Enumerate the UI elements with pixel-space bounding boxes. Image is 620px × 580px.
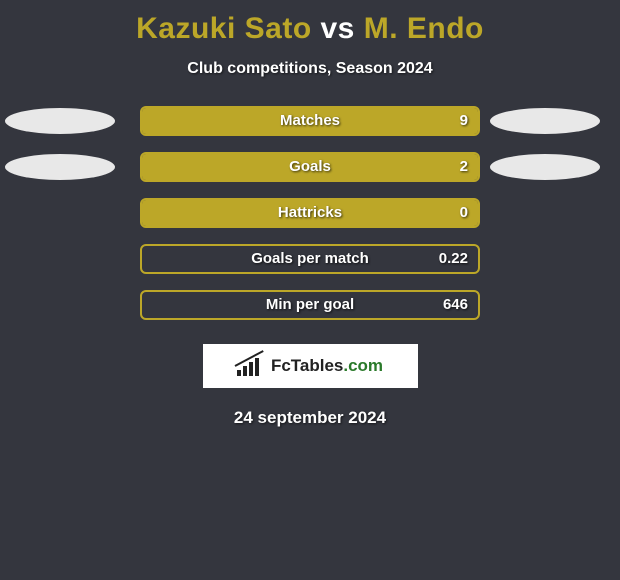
vs-separator: vs	[321, 12, 355, 45]
stat-row: Hattricks0	[0, 198, 620, 228]
logo-brand: FcTables	[271, 356, 343, 375]
stat-row: Min per goal646	[0, 290, 620, 320]
stat-bar-track	[140, 244, 480, 274]
player2-name: M. Endo	[364, 12, 484, 45]
player1-marker	[5, 108, 115, 134]
logo-box[interactable]: FcTables.com	[203, 344, 418, 388]
stat-bar-fill	[142, 154, 478, 180]
page-title: Kazuki Sato vs M. Endo	[0, 12, 620, 46]
player2-marker	[490, 154, 600, 180]
logo-tld: .com	[343, 356, 383, 375]
logo-text: FcTables.com	[271, 356, 383, 376]
stat-bar-fill	[142, 200, 478, 226]
stat-bar-track	[140, 106, 480, 136]
stat-row: Goals2	[0, 152, 620, 182]
stat-bar-track	[140, 290, 480, 320]
stat-bar-track	[140, 152, 480, 182]
player1-marker	[5, 154, 115, 180]
stat-bar-track	[140, 198, 480, 228]
comparison-card: Kazuki Sato vs M. Endo Club competitions…	[0, 0, 620, 580]
date-label: 24 september 2024	[0, 408, 620, 428]
subtitle: Club competitions, Season 2024	[0, 60, 620, 78]
stat-row: Goals per match0.22	[0, 244, 620, 274]
stat-bar-fill	[142, 108, 478, 134]
stat-row: Matches9	[0, 106, 620, 136]
stat-bars: Matches9 Goals2 Hattricks0 Goals per match0…	[0, 106, 620, 320]
player1-name: Kazuki Sato	[136, 12, 312, 45]
player2-marker	[490, 108, 600, 134]
logo-chart-icon	[237, 356, 265, 376]
